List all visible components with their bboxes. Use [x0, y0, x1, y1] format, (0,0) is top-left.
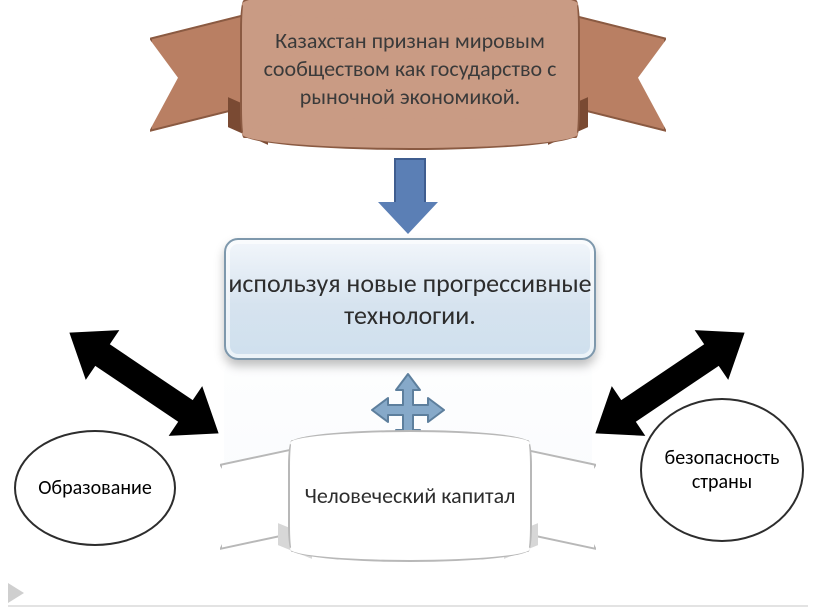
down-arrow-icon — [378, 158, 438, 236]
bottom-ribbon-face: Человеческий капитал — [288, 440, 532, 552]
bottom-ribbon: Человеческий капитал — [268, 440, 548, 560]
top-banner: Казахстан признан мировым сообществом ка… — [210, 0, 606, 160]
diagram-stage: Казахстан признан мировым сообществом ка… — [0, 0, 816, 613]
center-box: используя новые прогрессивные технологии… — [224, 238, 596, 360]
center-box-text: используя новые прогрессивные технологии… — [226, 267, 594, 332]
banner-text: Казахстан признан мировым сообществом ка… — [242, 27, 578, 111]
ellipse-education-text: Образование — [38, 476, 152, 500]
slide-corner-icon — [8, 583, 24, 603]
ellipse-education: Образование — [14, 430, 176, 546]
bottom-ribbon-text: Человеческий капитал — [305, 482, 516, 511]
banner-face: Казахстан признан мировым сообществом ка… — [240, 0, 580, 138]
ellipse-security-text: безопасность страны — [642, 446, 802, 494]
slide-footer-line — [8, 605, 808, 607]
ellipse-security: безопасность страны — [640, 398, 804, 542]
